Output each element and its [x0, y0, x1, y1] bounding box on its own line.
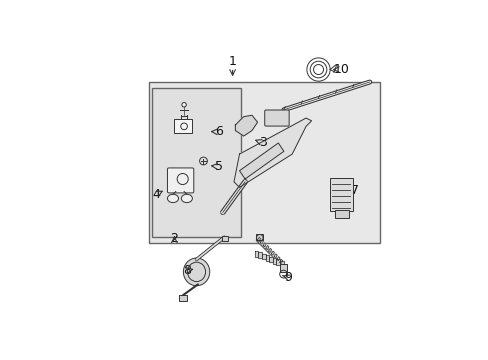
FancyBboxPatch shape	[167, 168, 193, 193]
Polygon shape	[265, 246, 268, 250]
Polygon shape	[276, 260, 280, 265]
Polygon shape	[274, 254, 277, 258]
Polygon shape	[260, 240, 263, 244]
Bar	[174, 120, 192, 133]
Polygon shape	[262, 254, 265, 260]
Polygon shape	[279, 260, 282, 264]
Bar	[279, 264, 287, 272]
Text: 8: 8	[183, 264, 190, 277]
Polygon shape	[268, 257, 272, 262]
Polygon shape	[233, 118, 311, 187]
Bar	[329, 177, 352, 211]
Polygon shape	[280, 261, 283, 266]
Polygon shape	[272, 258, 276, 264]
Polygon shape	[235, 115, 257, 136]
Text: 3: 3	[259, 136, 266, 149]
Polygon shape	[239, 143, 284, 179]
Text: 7: 7	[350, 184, 358, 197]
Text: 10: 10	[333, 63, 349, 76]
Text: 6: 6	[214, 125, 222, 138]
Bar	[178, 296, 186, 301]
Ellipse shape	[183, 258, 209, 286]
Polygon shape	[265, 255, 268, 261]
Text: 5: 5	[214, 160, 222, 173]
Polygon shape	[271, 251, 274, 255]
Polygon shape	[268, 248, 271, 252]
Ellipse shape	[181, 194, 192, 203]
Text: 2: 2	[170, 232, 178, 245]
Text: 4: 4	[152, 188, 160, 201]
Ellipse shape	[167, 194, 178, 203]
Bar	[334, 210, 348, 218]
Text: 9: 9	[284, 271, 291, 284]
Bar	[221, 236, 228, 242]
Circle shape	[182, 103, 186, 107]
Polygon shape	[257, 237, 260, 242]
Polygon shape	[276, 257, 280, 261]
FancyBboxPatch shape	[264, 110, 288, 126]
Bar	[149, 82, 379, 243]
Bar	[256, 234, 263, 240]
Polygon shape	[254, 251, 258, 257]
Polygon shape	[263, 243, 265, 247]
Text: 1: 1	[228, 55, 236, 68]
Polygon shape	[258, 252, 262, 258]
Bar	[152, 87, 241, 237]
